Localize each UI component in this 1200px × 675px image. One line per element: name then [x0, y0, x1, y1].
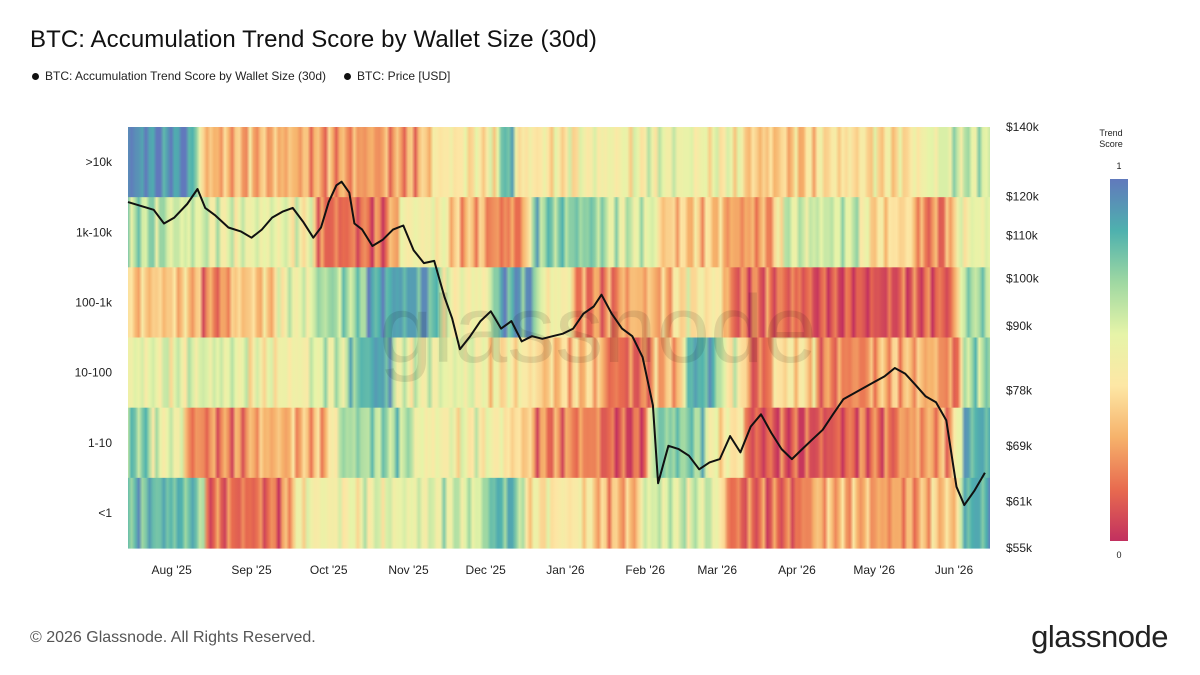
colorbar: Trend Score 1 0 [1099, 128, 1128, 560]
x-tick-label: Dec '25 [466, 563, 507, 577]
colorbar-min-label: 0 [1116, 550, 1121, 560]
row-labels: >10k 1k-10k 100-1k 10-100 1-10 <1 [75, 155, 113, 520]
heatmap-row [128, 477, 990, 549]
heatmap-layer [128, 127, 990, 549]
row-label: 100-1k [75, 295, 113, 309]
row-label: 10-100 [75, 366, 113, 380]
chart-legend: BTC: Accumulation Trend Score by Wallet … [32, 69, 450, 83]
legend-dot-icon [32, 72, 39, 80]
heatmap-row [128, 407, 990, 479]
x-tick-label: May '26 [853, 563, 895, 577]
row-label: <1 [98, 506, 112, 520]
y2-axis-ticks: $140k $120k $110k $100k $90k $78k $69k $61k $55k [1006, 120, 1040, 555]
legend-label-price: BTC: Price [USD] [357, 69, 451, 83]
x-tick-label: Mar '26 [697, 563, 737, 577]
price-line [127, 180, 986, 507]
colorbar-gradient [1110, 179, 1128, 541]
y2-tick-label: $120k [1006, 190, 1040, 204]
legend-item-trend-score[interactable]: BTC: Accumulation Trend Score by Wallet … [32, 69, 326, 83]
heatmap-row [128, 127, 990, 198]
colorbar-title-line1: Trend [1099, 128, 1122, 138]
glassnode-logo[interactable]: glassnode [1031, 619, 1168, 654]
y2-tick-label: $110k [1006, 229, 1039, 243]
x-tick-label: Oct '25 [310, 563, 348, 577]
colorbar-title-line2: Score [1099, 139, 1123, 149]
row-label: >10k [86, 155, 113, 169]
footer-copyright: © 2026 Glassnode. All Rights Reserved. [30, 629, 316, 646]
watermark: glassnode [379, 276, 817, 383]
x-tick-label: Feb '26 [625, 563, 665, 577]
x-axis-ticks: Aug '25 Sep '25 Oct '25 Nov '25 Dec '25 Jan '… [152, 563, 974, 577]
legend-item-price[interactable]: BTC: Price [USD] [344, 69, 450, 83]
row-label: 1-10 [88, 436, 112, 450]
x-tick-label: Jan '26 [546, 563, 585, 577]
x-tick-label: Nov '25 [388, 563, 429, 577]
chart-title: BTC: Accumulation Trend Score by Wallet … [30, 26, 598, 53]
x-tick-label: Jun '26 [935, 563, 974, 577]
y2-tick-label: $78k [1006, 384, 1033, 398]
heatmap-chart[interactable]: glassnode >10k 1k-10k 100-1k 10-100 1-10 <1 A… [0, 0, 1200, 600]
legend-dot-icon [344, 72, 352, 80]
y2-tick-label: $55k [1006, 541, 1033, 555]
y2-tick-label: $100k [1006, 272, 1040, 286]
legend-label-trend-score: BTC: Accumulation Trend Score by Wallet … [45, 69, 327, 83]
y2-tick-label: $61k [1006, 494, 1033, 508]
row-label: 1k-10k [76, 225, 113, 239]
heatmap-row [128, 267, 990, 339]
y2-tick-label: $90k [1006, 319, 1033, 333]
heatmap-row [128, 197, 990, 268]
x-tick-label: Aug '25 [152, 563, 193, 577]
y2-tick-label: $140k [1006, 120, 1040, 134]
x-tick-label: Apr '26 [778, 563, 816, 577]
x-tick-label: Sep '25 [231, 563, 272, 577]
y2-tick-label: $69k [1006, 439, 1033, 453]
colorbar-max-label: 1 [1116, 161, 1121, 171]
